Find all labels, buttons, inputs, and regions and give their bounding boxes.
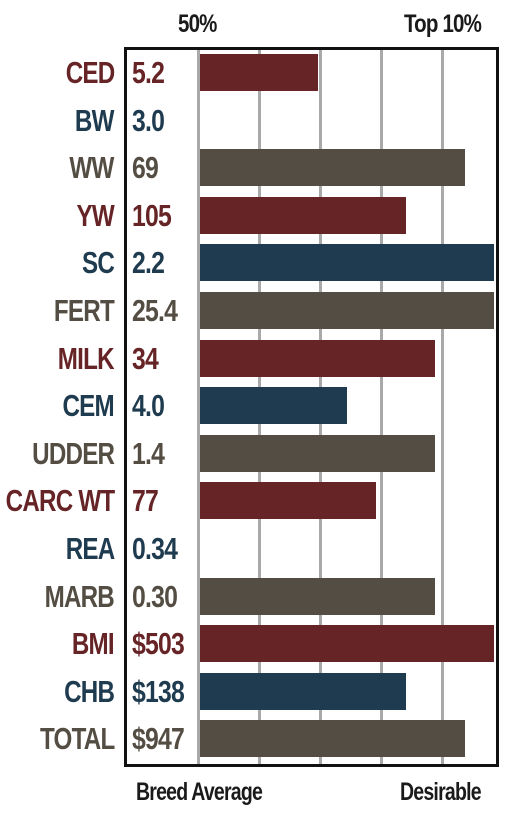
- row-label: FERT: [53, 293, 115, 328]
- row-label: CHB: [63, 673, 115, 709]
- row-label: BMI: [72, 626, 115, 662]
- row-label: CEM: [62, 388, 115, 424]
- bar: [200, 387, 347, 425]
- row-value: 2.2: [132, 245, 165, 281]
- grid-line: [441, 50, 444, 764]
- row-value: 25.4: [132, 293, 178, 328]
- row-label: MILK: [58, 340, 115, 376]
- row-value: 69: [132, 150, 159, 186]
- footer-desirable-label: Desirable: [400, 778, 482, 806]
- bar: [200, 577, 435, 615]
- bar: [200, 672, 406, 710]
- row-value: 1.4: [132, 435, 165, 471]
- bar: [200, 149, 465, 187]
- row-value: 5.2: [132, 55, 165, 90]
- bar: [200, 434, 435, 472]
- bar: [200, 196, 406, 234]
- row-value: $947: [132, 721, 185, 757]
- row-label: REA: [65, 531, 114, 566]
- grid-line: [197, 50, 200, 764]
- row-value: 77: [132, 483, 159, 519]
- row-value: 4.0: [132, 388, 165, 424]
- bar: [200, 339, 435, 377]
- row-label: MARB: [44, 578, 115, 614]
- bar: [200, 625, 494, 663]
- row-value: 3.0: [132, 102, 165, 138]
- bar: [200, 720, 465, 758]
- footer-breed-average-label: Breed Average: [136, 778, 263, 806]
- row-label: TOTAL: [39, 721, 115, 757]
- bar: [200, 54, 318, 91]
- bar: [200, 244, 494, 282]
- row-label: CED: [65, 55, 114, 90]
- row-value: 34: [132, 340, 159, 376]
- row-label: UDDER: [31, 435, 115, 471]
- header-top-10-label: Top 10%: [404, 10, 482, 38]
- row-label: YW: [76, 197, 115, 233]
- grid-line: [380, 50, 383, 764]
- row-label: CARC WT: [5, 483, 114, 519]
- chart-frame: [124, 47, 499, 767]
- row-value: 0.30: [132, 578, 178, 614]
- header-50-percent-label: 50%: [178, 10, 217, 38]
- row-label: BW: [75, 102, 115, 138]
- row-value: $138: [132, 673, 185, 709]
- row-label: WW: [69, 150, 115, 186]
- row-label: SC: [81, 245, 115, 281]
- row-value: 105: [132, 197, 172, 233]
- row-value: $503: [132, 626, 185, 662]
- bar: [200, 482, 376, 520]
- row-value: 0.34: [132, 531, 178, 566]
- bar: [200, 292, 494, 329]
